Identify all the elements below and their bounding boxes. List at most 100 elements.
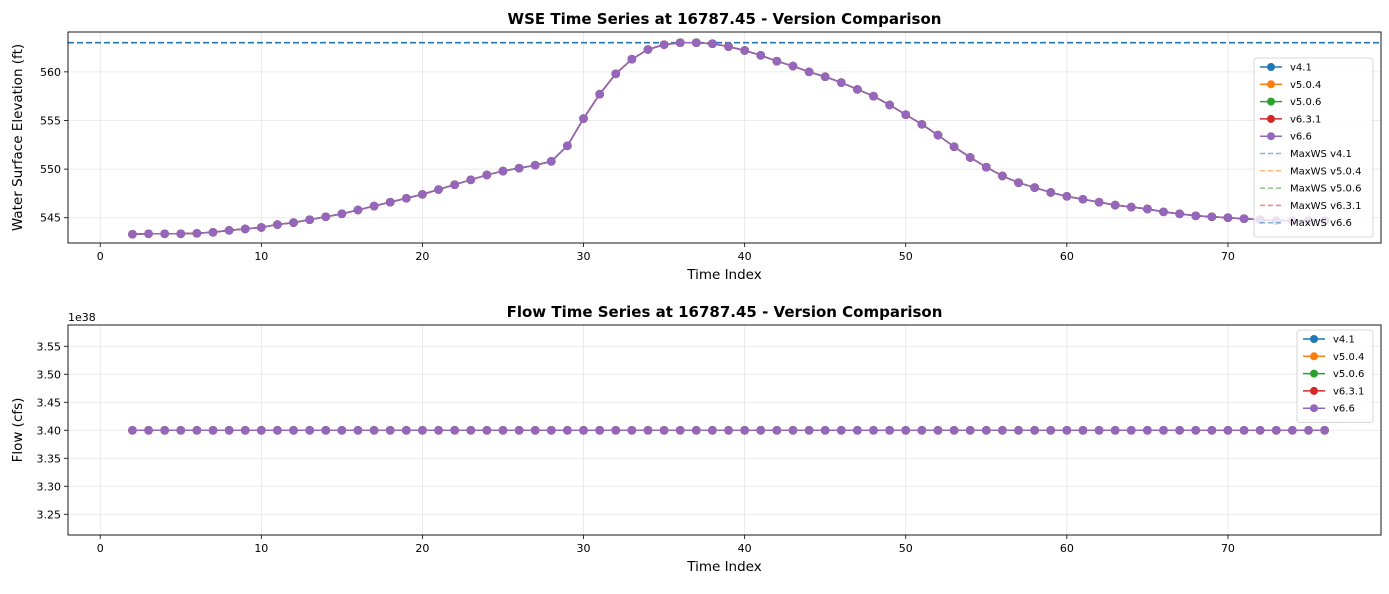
data-point [659, 425, 669, 435]
y-tick-label: 560 [40, 66, 61, 79]
data-point [1046, 425, 1056, 435]
legend-box [1253, 57, 1374, 238]
data-point [627, 425, 637, 435]
chart-title: WSE Time Series at 16787.45 - Version Co… [508, 10, 942, 28]
x-tick-label: 10 [254, 250, 268, 263]
data-point [337, 209, 347, 219]
data-point [1255, 425, 1265, 435]
data-point [1207, 425, 1217, 435]
data-point [998, 425, 1007, 435]
chart-title: Flow Time Series at 16787.45 - Version C… [507, 303, 943, 321]
data-point [579, 425, 588, 435]
data-point [837, 425, 846, 435]
legend-label: v6.3.1 [1290, 114, 1321, 125]
data-point [804, 67, 814, 77]
x-tick-label: 70 [1221, 542, 1235, 555]
plot-area [128, 425, 1329, 435]
legend-label: v5.0.4 [1333, 352, 1364, 363]
legend-label: v5.0.4 [1290, 80, 1321, 91]
data-point [1014, 425, 1023, 435]
legend-label: v6.6 [1290, 132, 1312, 143]
axes-frame [67, 324, 1382, 536]
data-point [498, 166, 508, 176]
data-point [176, 425, 186, 435]
data-point [385, 197, 395, 207]
data-point [1175, 425, 1184, 435]
x-axis-label: Time Index [686, 559, 762, 575]
data-point [305, 425, 314, 435]
data-point [530, 160, 540, 170]
data-point [289, 218, 298, 227]
data-point [917, 425, 927, 435]
x-tick-label: 50 [899, 250, 913, 263]
data-point [692, 425, 701, 435]
y-tick-label: 3.50 [37, 368, 62, 381]
data-point [128, 425, 137, 435]
data-point [692, 38, 701, 47]
data-point [595, 425, 604, 435]
data-point [1175, 209, 1184, 219]
data-point [257, 223, 266, 232]
data-point [128, 229, 137, 239]
x-tick-label: 0 [97, 250, 104, 263]
data-point [643, 45, 653, 54]
data-point [965, 425, 975, 435]
y-tick-label: 3.55 [37, 340, 62, 353]
data-point [450, 425, 459, 435]
data-point [820, 72, 830, 82]
data-point [402, 425, 411, 435]
y-tick-label: 3.30 [37, 480, 62, 493]
y-tick-label: 550 [40, 163, 61, 176]
x-tick-label: 60 [1060, 250, 1074, 263]
data-point [933, 425, 943, 435]
data-point [1014, 178, 1023, 188]
data-point [1078, 425, 1088, 435]
data-point [192, 228, 202, 238]
data-point [434, 185, 443, 194]
data-point [643, 425, 653, 435]
data-point [1062, 425, 1072, 435]
data-point [547, 425, 556, 435]
legend-label: v5.0.6 [1290, 97, 1321, 108]
legend-item: v4.1 [1260, 63, 1312, 74]
data-point [1143, 204, 1152, 214]
data-point [321, 212, 331, 222]
data-point [1159, 207, 1168, 217]
data-point [901, 110, 911, 119]
legend-marker [1267, 63, 1275, 71]
data-point [1094, 425, 1104, 435]
x-tick-label: 50 [899, 542, 913, 555]
data-point [579, 114, 588, 123]
data-point [917, 120, 927, 129]
data-point [853, 425, 862, 435]
data-point [160, 425, 169, 435]
legend-label: v6.3.1 [1333, 386, 1364, 397]
data-point [563, 425, 572, 435]
data-point [482, 425, 492, 435]
legend-item: v5.0.4 [1303, 352, 1364, 363]
data-point [224, 226, 234, 235]
data-point [1223, 213, 1233, 223]
data-point [1030, 183, 1039, 192]
legend-item: MaxWS v6.3.1 [1260, 201, 1361, 212]
legend-marker [1267, 132, 1275, 141]
legend-marker [1267, 97, 1275, 106]
y-tick-label: 555 [40, 114, 61, 127]
data-point [820, 425, 830, 435]
legend-marker [1267, 114, 1275, 123]
legend-item: v5.0.6 [1303, 369, 1364, 380]
y-tick-label: 3.45 [37, 396, 62, 409]
legend-marker [1310, 386, 1318, 395]
data-point [434, 425, 443, 435]
legend-label: v4.1 [1333, 335, 1355, 346]
data-point [1110, 200, 1120, 210]
data-point [981, 162, 991, 172]
data-point [1191, 425, 1201, 435]
y-tick-label: 3.40 [37, 424, 62, 437]
legend-marker [1310, 352, 1318, 361]
data-point [418, 190, 427, 199]
legend: v4.1 v5.0.4 v5.0.6 v6.3.1 v6.6 MaxWS v4.1 MaxW… [1253, 57, 1374, 238]
data-point [627, 54, 637, 64]
data-point [1191, 211, 1201, 221]
